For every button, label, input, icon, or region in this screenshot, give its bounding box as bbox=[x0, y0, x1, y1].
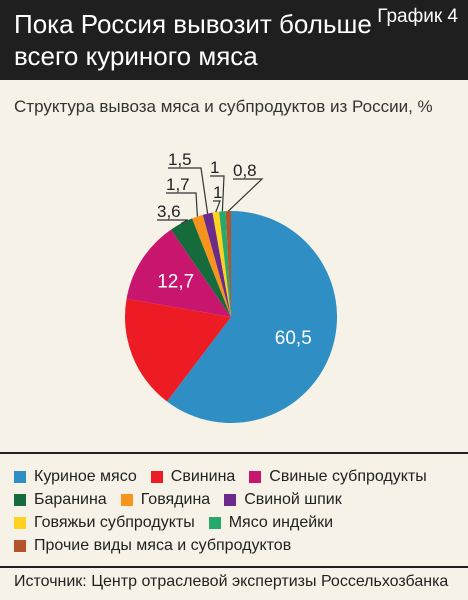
legend-top-divider bbox=[0, 452, 468, 454]
legend-item: Баранина bbox=[14, 489, 107, 511]
legend-swatch bbox=[14, 540, 26, 552]
data-label-6: 1,5 bbox=[168, 150, 192, 169]
pie-chart: 60,5 12,7 3,6 1,7 1,5 1 1 0,8 bbox=[124, 150, 337, 423]
leader-line-8 bbox=[210, 175, 225, 212]
chart-number: График 4 bbox=[377, 6, 458, 27]
legend-row-3: Говяжьи субпродукты Мясо индейки bbox=[14, 512, 464, 535]
legend-label: Прочие виды мяса и субпродуктов bbox=[34, 537, 292, 554]
pie-slice-5 bbox=[192, 214, 231, 317]
legend-swatch bbox=[120, 494, 133, 506]
legend-row-2: Баранина Говядина Свиной шпик bbox=[14, 489, 464, 512]
legend-item: Свиной шпик bbox=[224, 489, 342, 511]
pie-slice-3 bbox=[126, 229, 231, 317]
pie-slice-2 bbox=[124, 298, 231, 402]
legend-row-1: Куриное мясо Свинина Свиные субпродукты bbox=[14, 466, 464, 489]
legend: Куриное мясо Свинина Свиные субпродукты Бар… bbox=[14, 466, 464, 558]
source-note: Источник: Центр отраслевой экспертизы Ро… bbox=[14, 573, 449, 590]
pie-slice-8 bbox=[219, 211, 231, 317]
legend-item: Куриное мясо bbox=[14, 466, 137, 488]
legend-swatch bbox=[14, 494, 26, 506]
leader-line-6 bbox=[168, 167, 209, 214]
legend-item: Мясо индейки bbox=[208, 512, 334, 534]
chart-subtitle: Структура вывоза мяса и субпродуктов из … bbox=[14, 97, 433, 116]
legend-item: Говядина bbox=[120, 489, 211, 511]
legend-item: Свинина bbox=[150, 466, 236, 488]
leader-line-9 bbox=[227, 178, 264, 212]
data-label-9: 0,8 bbox=[233, 161, 257, 180]
data-label-7: 1 bbox=[213, 183, 222, 202]
legend-swatch bbox=[208, 517, 221, 529]
legend-label: Баранина bbox=[34, 491, 107, 508]
legend-label: Свиные субпродукты bbox=[269, 468, 427, 485]
pie-slice-7 bbox=[212, 211, 231, 317]
pie-slice-9 bbox=[225, 211, 231, 317]
legend-swatch bbox=[249, 471, 262, 483]
legend-swatch bbox=[14, 517, 26, 529]
legend-swatch bbox=[14, 471, 26, 483]
data-label-1: 60,5 bbox=[275, 328, 312, 349]
legend-label: Говядина bbox=[140, 491, 211, 508]
data-label-8: 1 bbox=[210, 158, 219, 177]
leader-line-4 bbox=[157, 219, 189, 224]
data-label-3: 12,7 bbox=[157, 271, 194, 292]
header-bar: Пока Россия вывозит больше всего куриног… bbox=[0, 0, 468, 80]
legend-item: Говяжьи субпродукты bbox=[14, 512, 195, 534]
data-label-4: 3,6 bbox=[157, 202, 181, 221]
legend-label: Говяжьи субпродукты bbox=[34, 514, 195, 531]
legend-label: Мясо индейки bbox=[228, 514, 334, 531]
legend-swatch bbox=[224, 494, 237, 506]
legend-label: Свиной шпик bbox=[244, 491, 342, 508]
pie-slice-4 bbox=[171, 218, 231, 317]
leader-line-7 bbox=[213, 200, 221, 213]
pie-slice-1 bbox=[166, 211, 337, 423]
legend-item: Прочие виды мяса и субпродуктов bbox=[14, 535, 291, 557]
data-label-5: 1,7 bbox=[166, 175, 190, 194]
chart-title: Пока Россия вывозит больше всего куриног… bbox=[14, 9, 372, 71]
legend-swatch bbox=[150, 471, 163, 483]
legend-label: Куриное мясо bbox=[34, 468, 137, 485]
legend-row-4: Прочие виды мяса и субпродуктов bbox=[14, 535, 464, 558]
pie-slice-6 bbox=[202, 212, 231, 317]
legend-item: Свиные субпродукты bbox=[249, 466, 427, 488]
source-divider bbox=[0, 566, 468, 568]
legend-label: Свинина bbox=[170, 468, 236, 485]
leader-line-5 bbox=[166, 192, 198, 217]
